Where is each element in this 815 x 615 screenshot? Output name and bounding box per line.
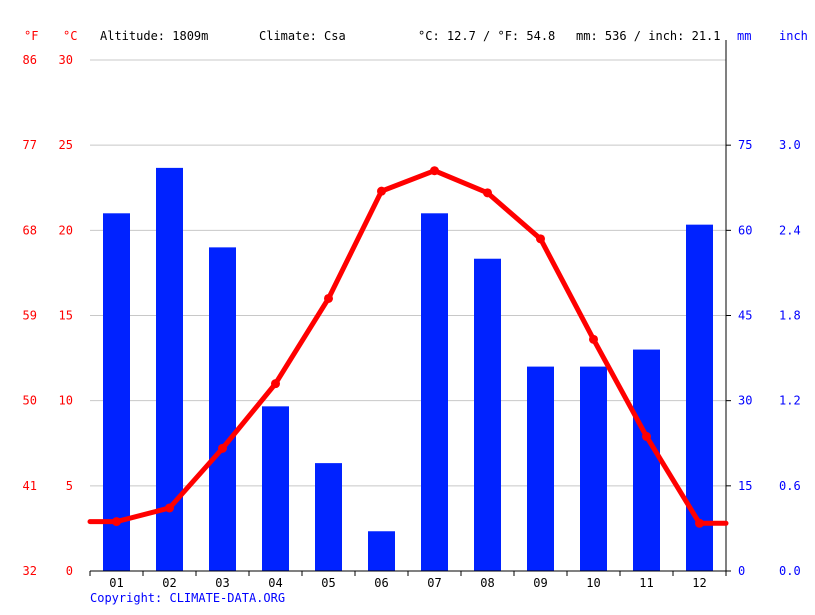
- precipitation-bar: [421, 213, 448, 572]
- fahrenheit-tick-label: 50: [23, 394, 37, 408]
- temperature-line-path: [87, 168, 729, 526]
- temperature-point: [695, 518, 704, 528]
- mm-tick-label: 15: [738, 479, 752, 493]
- axes: [90, 40, 727, 572]
- month-label: 10: [586, 576, 600, 590]
- celsius-tick-label: 0: [66, 564, 73, 578]
- inch-tick-label: 3.0: [779, 138, 801, 152]
- month-label: 04: [268, 576, 282, 590]
- celsius-tick-label: 15: [59, 309, 73, 323]
- temperature-point: [589, 334, 598, 344]
- month-label: 11: [639, 576, 653, 590]
- precipitation-bar: [209, 247, 236, 571]
- inch-tick-label: 0.6: [779, 479, 801, 493]
- month-label: 08: [480, 576, 494, 590]
- mm-tick-label: 75: [738, 138, 752, 152]
- temperature-point: [483, 188, 492, 198]
- temperature-line: [87, 166, 729, 528]
- temperature-point: [536, 234, 545, 244]
- fahrenheit-tick-label: 59: [23, 309, 37, 323]
- month-label: 01: [109, 576, 123, 590]
- gridlines: [90, 59, 726, 487]
- month-label: 09: [533, 576, 547, 590]
- month-label: 12: [692, 576, 706, 590]
- mm-tick-label: 0: [738, 564, 745, 578]
- temperature-point: [112, 517, 121, 527]
- celsius-tick-label: 25: [59, 138, 73, 152]
- temperature-point: [271, 379, 280, 389]
- temperature-point: [642, 431, 651, 441]
- precipitation-bar: [527, 366, 554, 571]
- inch-tick-label: 0.0: [779, 564, 801, 578]
- fahrenheit-tick-label: 41: [23, 479, 37, 493]
- inch-tick-label: 2.4: [779, 223, 801, 237]
- celsius-tick-label: 10: [59, 394, 73, 408]
- precip-total-text: mm: 536 / inch: 21.1: [576, 29, 721, 43]
- celsius-tick-label: 5: [66, 479, 73, 493]
- precipitation-bar: [474, 258, 501, 571]
- inch-unit-label: inch: [779, 29, 808, 43]
- axis-ticks: [89, 144, 731, 576]
- celsius-unit-label: °C: [63, 29, 77, 43]
- precipitation-bars: [103, 167, 713, 572]
- fahrenheit-tick-label: 77: [23, 138, 37, 152]
- precipitation-bar: [580, 366, 607, 571]
- mm-tick-label: 60: [738, 223, 752, 237]
- climate-text: Climate: Csa: [259, 29, 346, 43]
- temperature-point: [430, 166, 439, 176]
- celsius-tick-label: 30: [59, 53, 73, 67]
- inch-tick-label: 1.8: [779, 309, 801, 323]
- altitude-text: Altitude: 1809m: [100, 29, 208, 43]
- temp-average-text: °C: 12.7 / °F: 54.8: [418, 29, 555, 43]
- month-label: 02: [162, 576, 176, 590]
- precipitation-bar: [103, 213, 130, 572]
- month-label: 03: [215, 576, 229, 590]
- celsius-tick-label: 20: [59, 223, 73, 237]
- month-label: 05: [321, 576, 335, 590]
- mm-tick-label: 45: [738, 309, 752, 323]
- precipitation-bar: [262, 406, 289, 571]
- precipitation-bar: [315, 463, 342, 571]
- precipitation-bar: [368, 531, 395, 571]
- month-label: 07: [427, 576, 441, 590]
- temperature-point: [377, 186, 386, 196]
- fahrenheit-tick-label: 86: [23, 53, 37, 67]
- copyright-text: Copyright: CLIMATE-DATA.ORG: [90, 591, 286, 605]
- precipitation-bar: [633, 349, 660, 571]
- temperature-point: [165, 503, 174, 513]
- temperature-point: [218, 443, 227, 453]
- temperature-point: [324, 293, 333, 303]
- mm-tick-label: 30: [738, 394, 752, 408]
- month-label: 06: [374, 576, 388, 590]
- fahrenheit-tick-label: 32: [23, 564, 37, 578]
- fahrenheit-tick-label: 68: [23, 223, 37, 237]
- fahrenheit-unit-label: °F: [24, 29, 38, 43]
- inch-tick-label: 1.2: [779, 394, 801, 408]
- mm-unit-label: mm: [737, 29, 751, 43]
